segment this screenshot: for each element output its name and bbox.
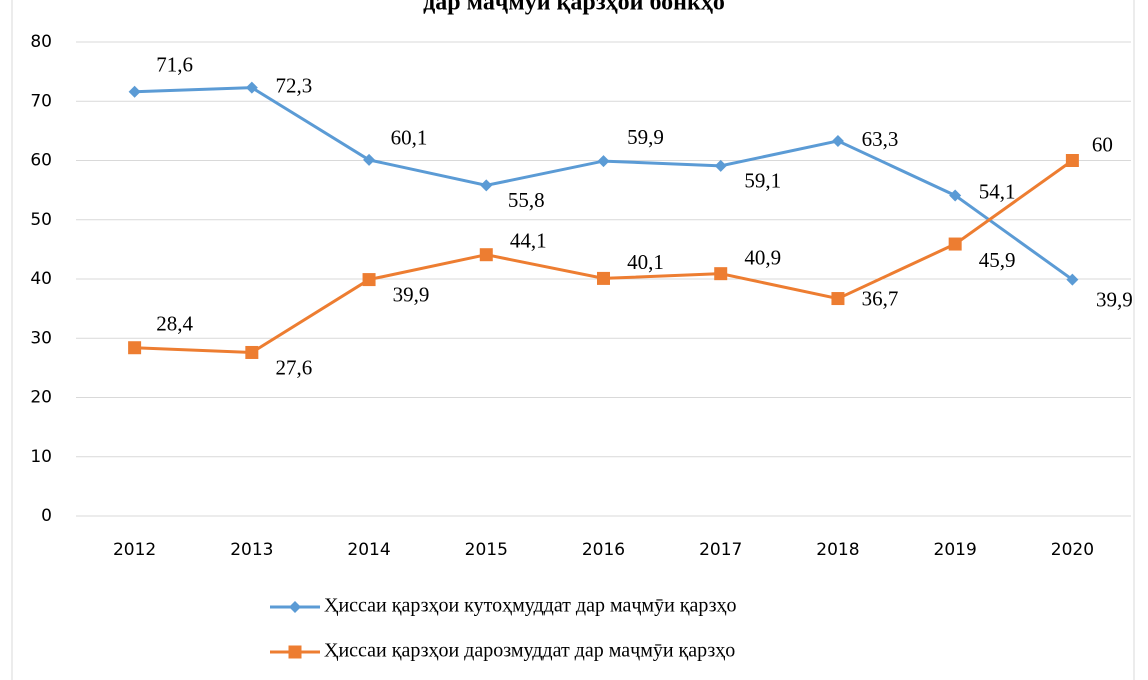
data-point [1065, 154, 1079, 167]
data-label: 39,9 [393, 282, 430, 306]
x-tick-label: 2014 [347, 540, 390, 560]
y-tick-label: 30 [30, 328, 52, 348]
y-tick-label: 0 [41, 506, 52, 526]
data-label: 39,9 [1096, 287, 1133, 311]
data-label: 63,3 [862, 127, 899, 151]
data-point [714, 267, 728, 281]
data-point [949, 189, 962, 202]
data-label: 60 [1092, 132, 1113, 156]
data-point [597, 155, 610, 168]
data-label: 59,9 [627, 125, 664, 149]
y-tick-label: 80 [30, 32, 52, 52]
data-point [1066, 273, 1079, 286]
chart-title: дар маҷмӯи қарзҳои бонкҳо [423, 0, 725, 16]
data-point [597, 271, 610, 285]
legend-label: Ҳиссаи қарзҳои дарозмуддат дар маҷмӯи қа… [324, 640, 735, 662]
data-label: 40,9 [744, 245, 781, 269]
y-tick-label: 40 [30, 269, 52, 289]
data-point [948, 237, 962, 251]
data-label: 28,4 [156, 312, 193, 336]
data-point [128, 85, 141, 98]
chart-frame [11, 0, 1135, 680]
data-point [480, 179, 493, 192]
y-tick-label: 20 [30, 388, 52, 408]
x-tick-label: 2020 [1051, 540, 1094, 560]
data-label: 54,1 [979, 179, 1016, 203]
data-point [831, 292, 845, 306]
data-point [479, 248, 493, 262]
data-label: 55,8 [508, 188, 545, 212]
x-tick-label: 2017 [699, 540, 742, 560]
data-label: 40,1 [627, 250, 664, 274]
data-label: 45,9 [979, 248, 1016, 272]
data-point [128, 341, 142, 355]
data-point [245, 345, 259, 359]
data-point [831, 134, 844, 147]
x-tick-label: 2019 [934, 540, 977, 560]
x-tick-label: 2013 [230, 540, 273, 560]
x-tick-label: 2012 [113, 540, 156, 560]
data-label: 72,3 [275, 73, 312, 97]
data-point [362, 273, 376, 287]
y-tick-label: 70 [30, 91, 52, 111]
data-label: 59,1 [744, 169, 781, 193]
data-label: 36,7 [862, 286, 899, 310]
x-tick-label: 2016 [582, 540, 625, 560]
data-label: 44,1 [510, 229, 547, 253]
legend-marker [288, 645, 302, 659]
y-tick-label: 10 [30, 447, 52, 467]
y-tick-label: 60 [30, 151, 52, 171]
legend-marker [289, 601, 301, 613]
data-point [245, 81, 258, 94]
data-point [363, 153, 376, 166]
data-point [714, 159, 727, 172]
y-tick-label: 50 [30, 210, 52, 230]
data-label: 27,6 [275, 355, 312, 379]
x-tick-label: 2018 [816, 540, 859, 560]
data-label: 60,1 [391, 126, 428, 150]
x-tick-label: 2015 [465, 540, 508, 560]
legend-label: Ҳиссаи қарзҳои кутоҳмуддат дар маҷмӯи қа… [324, 595, 737, 617]
data-label: 71,6 [156, 53, 193, 77]
